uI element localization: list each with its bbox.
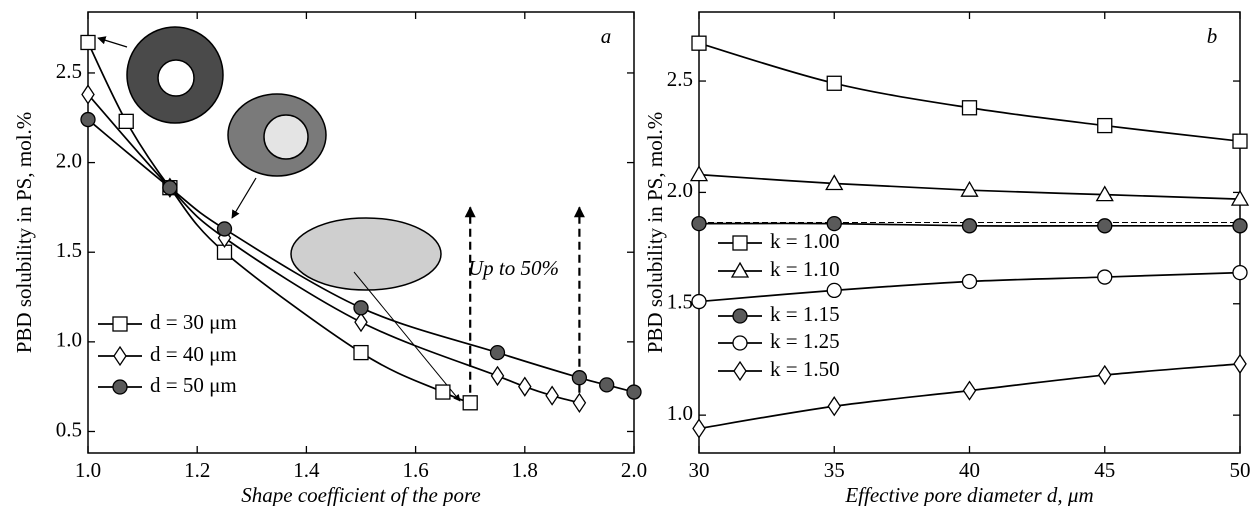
marker	[354, 311, 368, 333]
marker	[691, 35, 707, 51]
y-tick-label: 2.5	[56, 59, 82, 83]
marker	[960, 180, 979, 197]
marker	[81, 84, 95, 105]
marker	[1233, 353, 1247, 375]
marker	[826, 215, 842, 232]
marker	[691, 215, 707, 232]
legend-marker	[732, 308, 748, 324]
marker	[599, 377, 615, 393]
pointer-arrow	[97, 36, 128, 48]
marker	[961, 100, 978, 116]
legend-marker	[732, 335, 748, 351]
pore-icon	[157, 59, 195, 97]
marker	[626, 384, 642, 400]
marker	[961, 218, 978, 234]
panel: 30 35 40 45 50 1.0 1.5 2.0 2.5 Effective pore dia…	[643, 11, 1251, 506]
panel: 1.0 1.2 1.4 1.6 1.8 2.0 0.5 1.0 1.5 2.0 2.5 Shape c…	[12, 11, 647, 506]
y-axis-label: PBD solubility in PS, mol.%	[12, 112, 36, 354]
marker	[118, 113, 134, 130]
marker	[825, 174, 844, 191]
legend-label: k = 1.25	[770, 329, 840, 353]
pointer-arrow	[353, 271, 461, 402]
marker	[1097, 218, 1113, 234]
marker	[572, 392, 587, 413]
y-tick-label: 2.0	[667, 178, 693, 202]
legend-marker	[733, 360, 747, 382]
pointer-arrow	[231, 177, 257, 219]
legend-marker	[112, 379, 128, 395]
x-axis-label: Shape coefficient of the pore	[241, 483, 480, 506]
pore-icon	[290, 217, 442, 291]
panel-label: a	[601, 24, 612, 48]
series-line	[698, 42, 1241, 143]
legend-marker	[112, 316, 128, 332]
y-tick-label: 1.5	[667, 290, 693, 314]
x-tick-label: 1.0	[75, 458, 101, 482]
marker	[689, 165, 709, 182]
legend-label: d = 50 μm	[150, 373, 237, 397]
marker	[1095, 185, 1114, 202]
legend-label: k = 1.50	[770, 357, 840, 381]
legend-label: k = 1.10	[770, 257, 840, 281]
panel-label: b	[1207, 24, 1218, 48]
marker	[545, 385, 559, 406]
marker	[691, 293, 707, 310]
marker	[216, 221, 233, 237]
y-tick-label: 1.5	[56, 238, 82, 262]
marker	[353, 344, 369, 361]
marker	[1097, 117, 1113, 134]
x-tick-label: 1.2	[184, 458, 210, 482]
marker	[571, 370, 588, 386]
x-axis-label: Effective pore diameter d, μm	[844, 483, 1093, 506]
annotation: Up to 50%	[468, 256, 559, 280]
legend-label: d = 40 μm	[150, 342, 237, 366]
marker	[827, 396, 842, 417]
marker	[826, 75, 842, 91]
x-tick-label: 1.6	[402, 458, 428, 482]
marker	[692, 418, 706, 439]
marker	[518, 376, 532, 397]
marker	[1097, 364, 1112, 386]
x-tick-label: 30	[689, 458, 710, 482]
marker	[962, 380, 977, 401]
marker	[490, 365, 505, 387]
y-tick-label: 2.5	[667, 67, 693, 91]
marker	[80, 111, 96, 128]
marker	[435, 384, 451, 400]
marker	[462, 395, 478, 411]
legend-label: k = 1.15	[770, 302, 840, 326]
legend-marker	[732, 235, 748, 251]
x-tick-label: 40	[959, 458, 980, 482]
y-tick-label: 1.0	[56, 328, 82, 352]
x-tick-label: 50	[1230, 458, 1251, 482]
marker	[162, 180, 178, 196]
marker	[1230, 189, 1250, 206]
y-tick-label: 2.0	[56, 148, 82, 172]
y-axis-label: PBD solubility in PS, mol.%	[643, 112, 667, 354]
legend-label: d = 30 μm	[150, 310, 237, 334]
marker	[1232, 264, 1248, 281]
legend-label: k = 1.00	[770, 229, 840, 253]
marker	[353, 300, 369, 316]
marker	[1097, 269, 1113, 285]
marker	[961, 273, 978, 290]
x-tick-label: 45	[1094, 458, 1115, 482]
marker	[489, 344, 506, 361]
marker	[1232, 218, 1248, 234]
y-tick-label: 0.5	[56, 417, 82, 441]
x-tick-label: 35	[824, 458, 845, 482]
legend-marker	[730, 261, 750, 278]
plot-frame	[87, 11, 635, 454]
x-tick-label: 1.8	[512, 458, 538, 482]
pore-icon	[263, 114, 309, 160]
marker	[80, 34, 96, 51]
marker	[1232, 133, 1248, 149]
x-tick-label: 1.4	[293, 458, 320, 482]
pore-icons	[97, 26, 461, 402]
marker	[826, 282, 842, 299]
legend-marker	[113, 345, 127, 367]
y-tick-label: 1.0	[667, 401, 693, 425]
x-tick-label: 2.0	[621, 458, 647, 482]
